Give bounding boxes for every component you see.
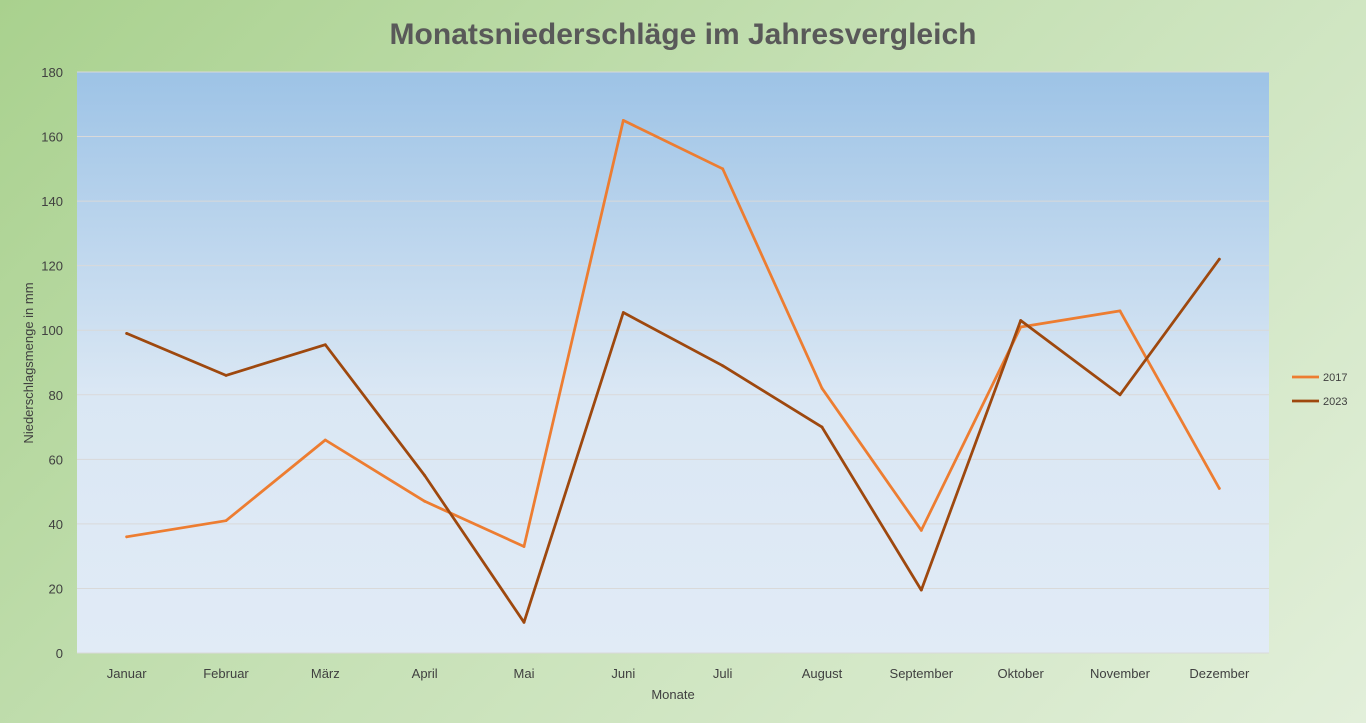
legend: 2017 2023 [1292, 372, 1347, 408]
x-tick-label: Januar [107, 666, 147, 681]
y-tick-label: 120 [41, 259, 63, 274]
chart-title: Monatsniederschläge im Jahresvergleich [390, 18, 977, 51]
y-tick-label: 160 [41, 130, 63, 145]
data-point-2017 [125, 535, 129, 539]
y-tick-label: 60 [49, 452, 63, 467]
x-tick-label: Februar [203, 666, 249, 681]
data-point-2017 [224, 519, 228, 523]
data-point-2023 [125, 332, 129, 335]
data-point-2017 [721, 167, 725, 171]
data-point-2017 [1118, 309, 1122, 313]
y-tick-label: 0 [56, 646, 63, 661]
y-axis-ticks: 0 20 40 60 80 100 120 140 160 180 [41, 65, 63, 661]
x-tick-label: November [1090, 666, 1151, 681]
data-point-2017 [323, 438, 327, 442]
legend-label-2017: 2017 [1323, 372, 1347, 384]
x-tick-label: Juni [611, 666, 635, 681]
data-point-2017 [522, 545, 526, 548]
x-tick-label: Juli [713, 666, 733, 681]
series-lines [125, 119, 1221, 624]
y-tick-label: 180 [41, 65, 63, 80]
data-point-2023 [1118, 393, 1122, 397]
x-axis-title: Monate [651, 687, 694, 702]
y-tick-label: 40 [49, 517, 63, 532]
data-point-2023 [423, 474, 427, 477]
data-point-2023 [1019, 319, 1023, 322]
y-axis-title: Niederschlagsmenge in mm [21, 282, 36, 443]
data-point-2023 [323, 343, 327, 347]
y-tick-label: 20 [49, 581, 63, 596]
data-point-2017 [621, 119, 625, 122]
data-point-2017 [919, 528, 923, 532]
y-tick-label: 100 [41, 323, 63, 338]
x-tick-label: Dezember [1189, 666, 1250, 681]
data-point-2017 [1217, 486, 1221, 490]
data-point-2023 [1217, 257, 1221, 261]
series-line-2023 [125, 257, 1221, 624]
data-point-2023 [721, 364, 725, 368]
y-tick-label: 80 [49, 388, 63, 403]
series-line-2017 [125, 119, 1221, 548]
plot-area [77, 72, 1269, 653]
x-tick-label: Oktober [998, 666, 1045, 681]
x-tick-label: April [412, 666, 438, 681]
data-point-2017 [423, 499, 427, 503]
x-axis-ticks: Januar Februar März April Mai Juni Juli August S… [107, 666, 1250, 681]
x-tick-label: Mai [514, 666, 535, 681]
data-point-2023 [621, 311, 625, 314]
x-tick-label: März [311, 666, 340, 681]
x-tick-label: August [802, 666, 843, 681]
gridlines [77, 71, 1269, 654]
x-tick-label: September [890, 666, 954, 681]
legend-label-2023: 2023 [1323, 396, 1347, 408]
data-point-2023 [919, 588, 923, 592]
data-point-2017 [820, 386, 824, 390]
y-tick-label: 140 [41, 194, 63, 209]
data-point-2023 [224, 374, 228, 377]
data-point-2023 [820, 425, 824, 429]
data-point-2023 [522, 620, 526, 624]
